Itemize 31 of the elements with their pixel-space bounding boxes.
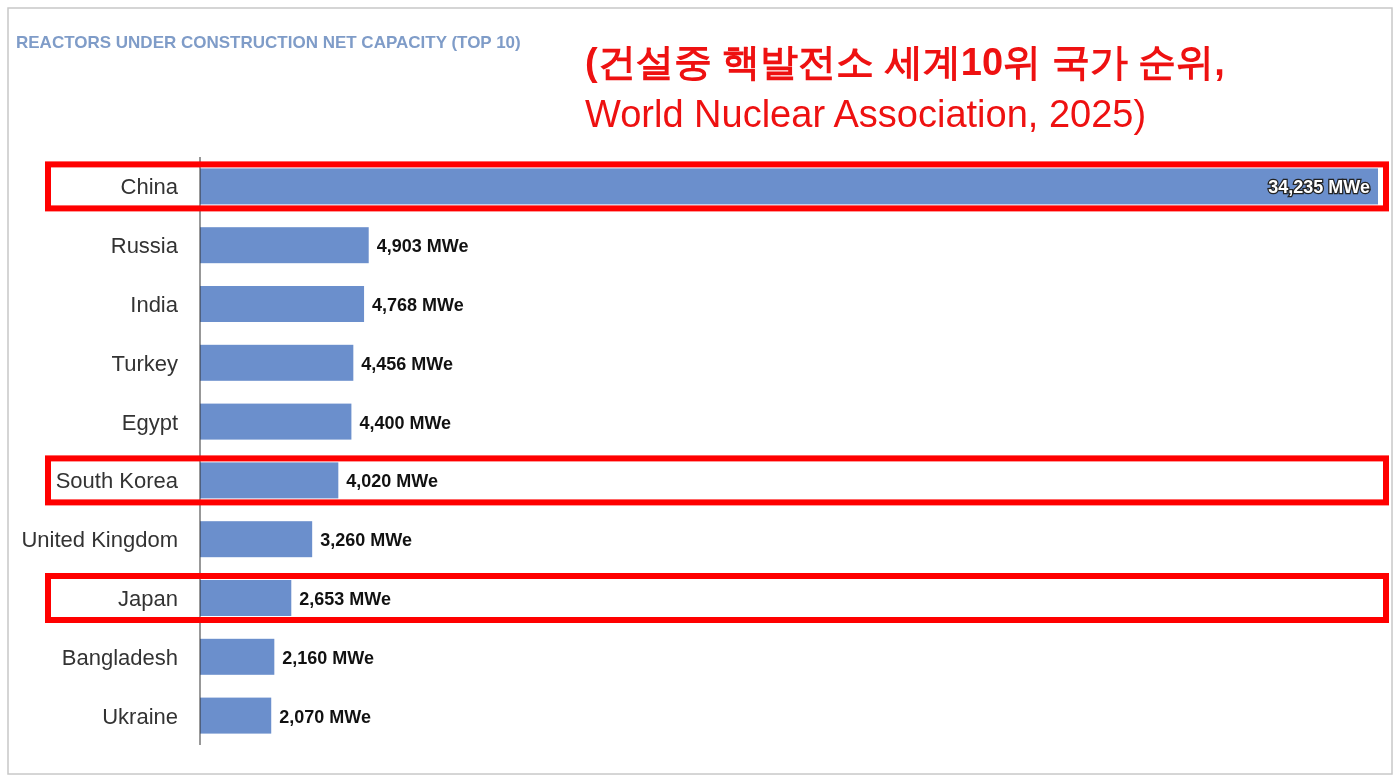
bar <box>200 697 272 734</box>
data-label: 4,903 MWe <box>376 236 469 257</box>
data-label: 4,456 MWe <box>361 353 454 374</box>
bar <box>200 344 354 381</box>
data-label: 2,653 MWe <box>299 589 392 609</box>
bar <box>200 638 275 675</box>
y-tick-label: Egypt <box>121 409 178 435</box>
y-tick-label: Bangladesh <box>61 644 178 670</box>
y-tick-label: China <box>120 174 179 200</box>
bar <box>200 227 369 264</box>
data-label: 2,070 MWe <box>279 706 371 727</box>
data-label: 4,768 MWe <box>372 295 464 315</box>
y-tick-label: Japan <box>118 586 178 611</box>
bar <box>200 403 352 440</box>
y-tick-label: India <box>130 292 179 317</box>
y-tick-label: Turkey <box>111 350 178 376</box>
bar <box>200 521 313 558</box>
data-label: 34,235 MWe <box>1268 177 1370 198</box>
y-tick-label: Russia <box>110 233 179 259</box>
y-tick-label: South Korea <box>55 468 179 494</box>
bar <box>200 462 339 499</box>
chart-title: REACTORS UNDER CONSTRUCTION NET CAPACITY (TOP 10) <box>16 33 521 52</box>
chart-subtitle: (건설중 핵발전소 세계10위 국가 순위, World Nuclear Association, 2025) <box>585 41 1225 135</box>
y-tick-label: Ukraine <box>102 703 178 729</box>
data-label: 2,160 MWe <box>282 647 375 668</box>
data-label: 4,400 MWe <box>359 412 452 433</box>
y-tick-label: United Kingdom <box>21 527 178 553</box>
data-label: 4,020 MWe <box>346 471 439 492</box>
bar <box>200 580 292 616</box>
data-label: 3,260 MWe <box>320 530 412 551</box>
bar <box>200 286 365 322</box>
